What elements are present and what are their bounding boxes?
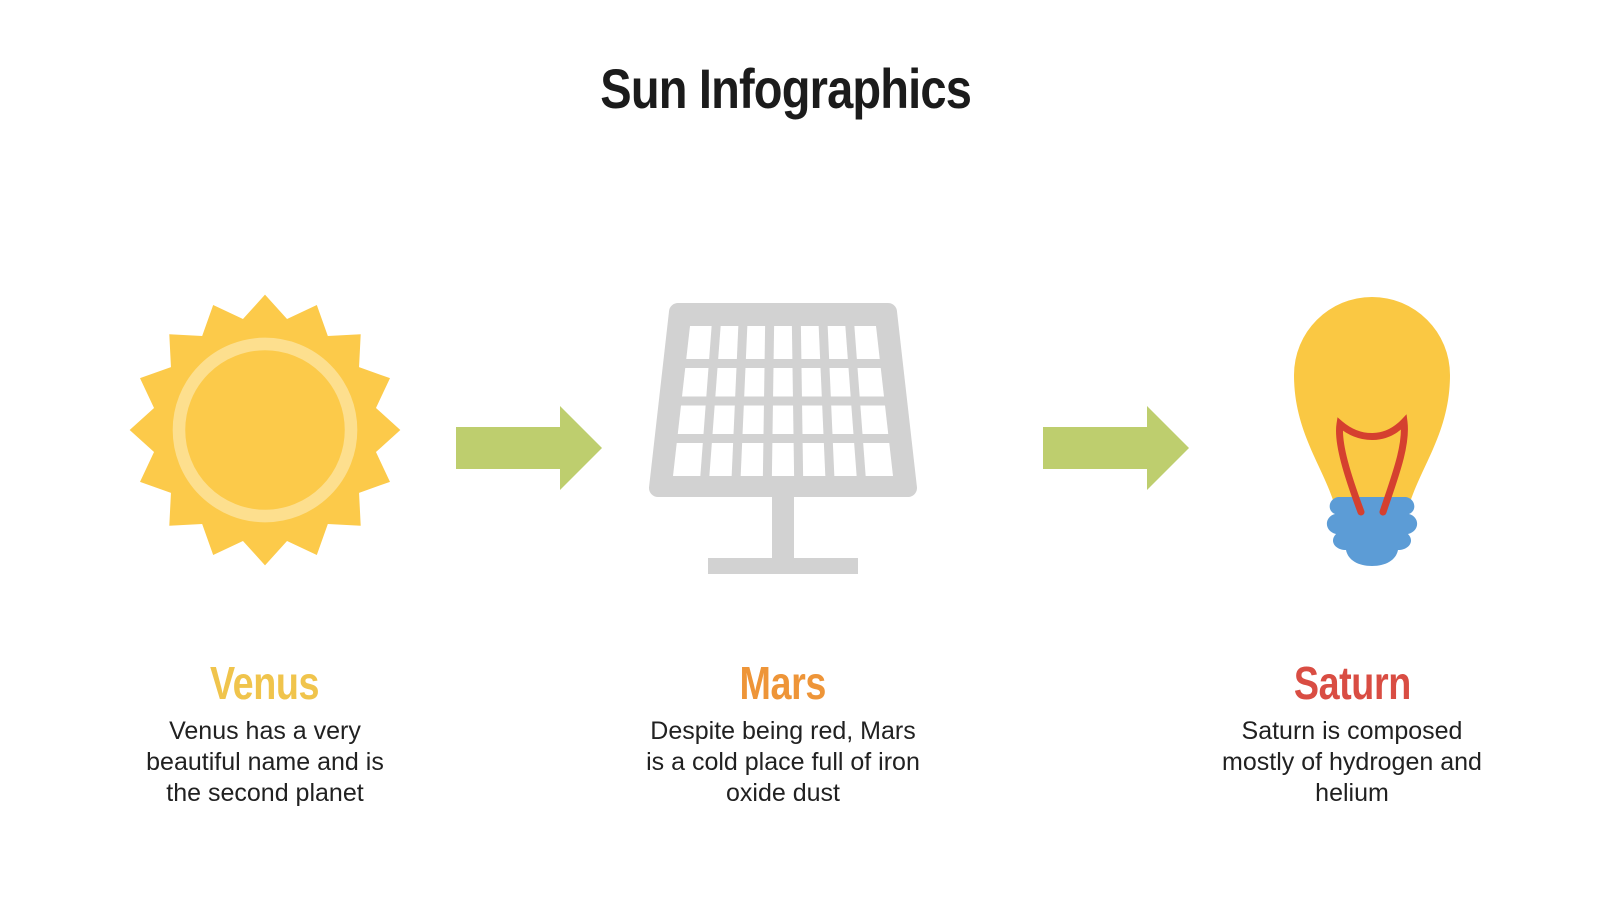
venus-title-text: Venus: [210, 657, 320, 709]
saturn-title-text: Saturn: [1293, 657, 1411, 709]
venus-title: Venus: [85, 660, 445, 706]
arrow-right-icon: [456, 406, 602, 490]
saturn-title: Saturn: [1172, 660, 1532, 706]
infographic-item-mars: Mars Despite being red, Mars is a cold p…: [603, 280, 963, 809]
solar-panel-icon: [649, 303, 917, 574]
arrow-right-icon: [1043, 406, 1189, 490]
infographic-item-venus: Venus Venus has a very beautiful name an…: [85, 280, 445, 809]
saturn-description: Saturn is composed mostly of hydrogen an…: [1222, 717, 1482, 807]
page-title-text: Sun Infographics: [600, 57, 973, 120]
mars-title-text: Mars: [739, 657, 827, 709]
venus-description: Venus has a very beautiful name and is t…: [146, 717, 384, 807]
mars-icon-area: [603, 280, 963, 580]
venus-icon-area: [85, 280, 445, 580]
mars-description: Despite being red, Mars is a cold place …: [646, 717, 920, 807]
saturn-icon-area: [1172, 280, 1532, 580]
sun-icon: [129, 294, 401, 566]
mars-title: Mars: [603, 660, 963, 706]
infographic-item-saturn: Saturn Saturn is composed mostly of hydr…: [1172, 280, 1532, 809]
page-title: Sun Infographics: [0, 56, 1586, 121]
light-bulb-icon: [1294, 297, 1450, 566]
